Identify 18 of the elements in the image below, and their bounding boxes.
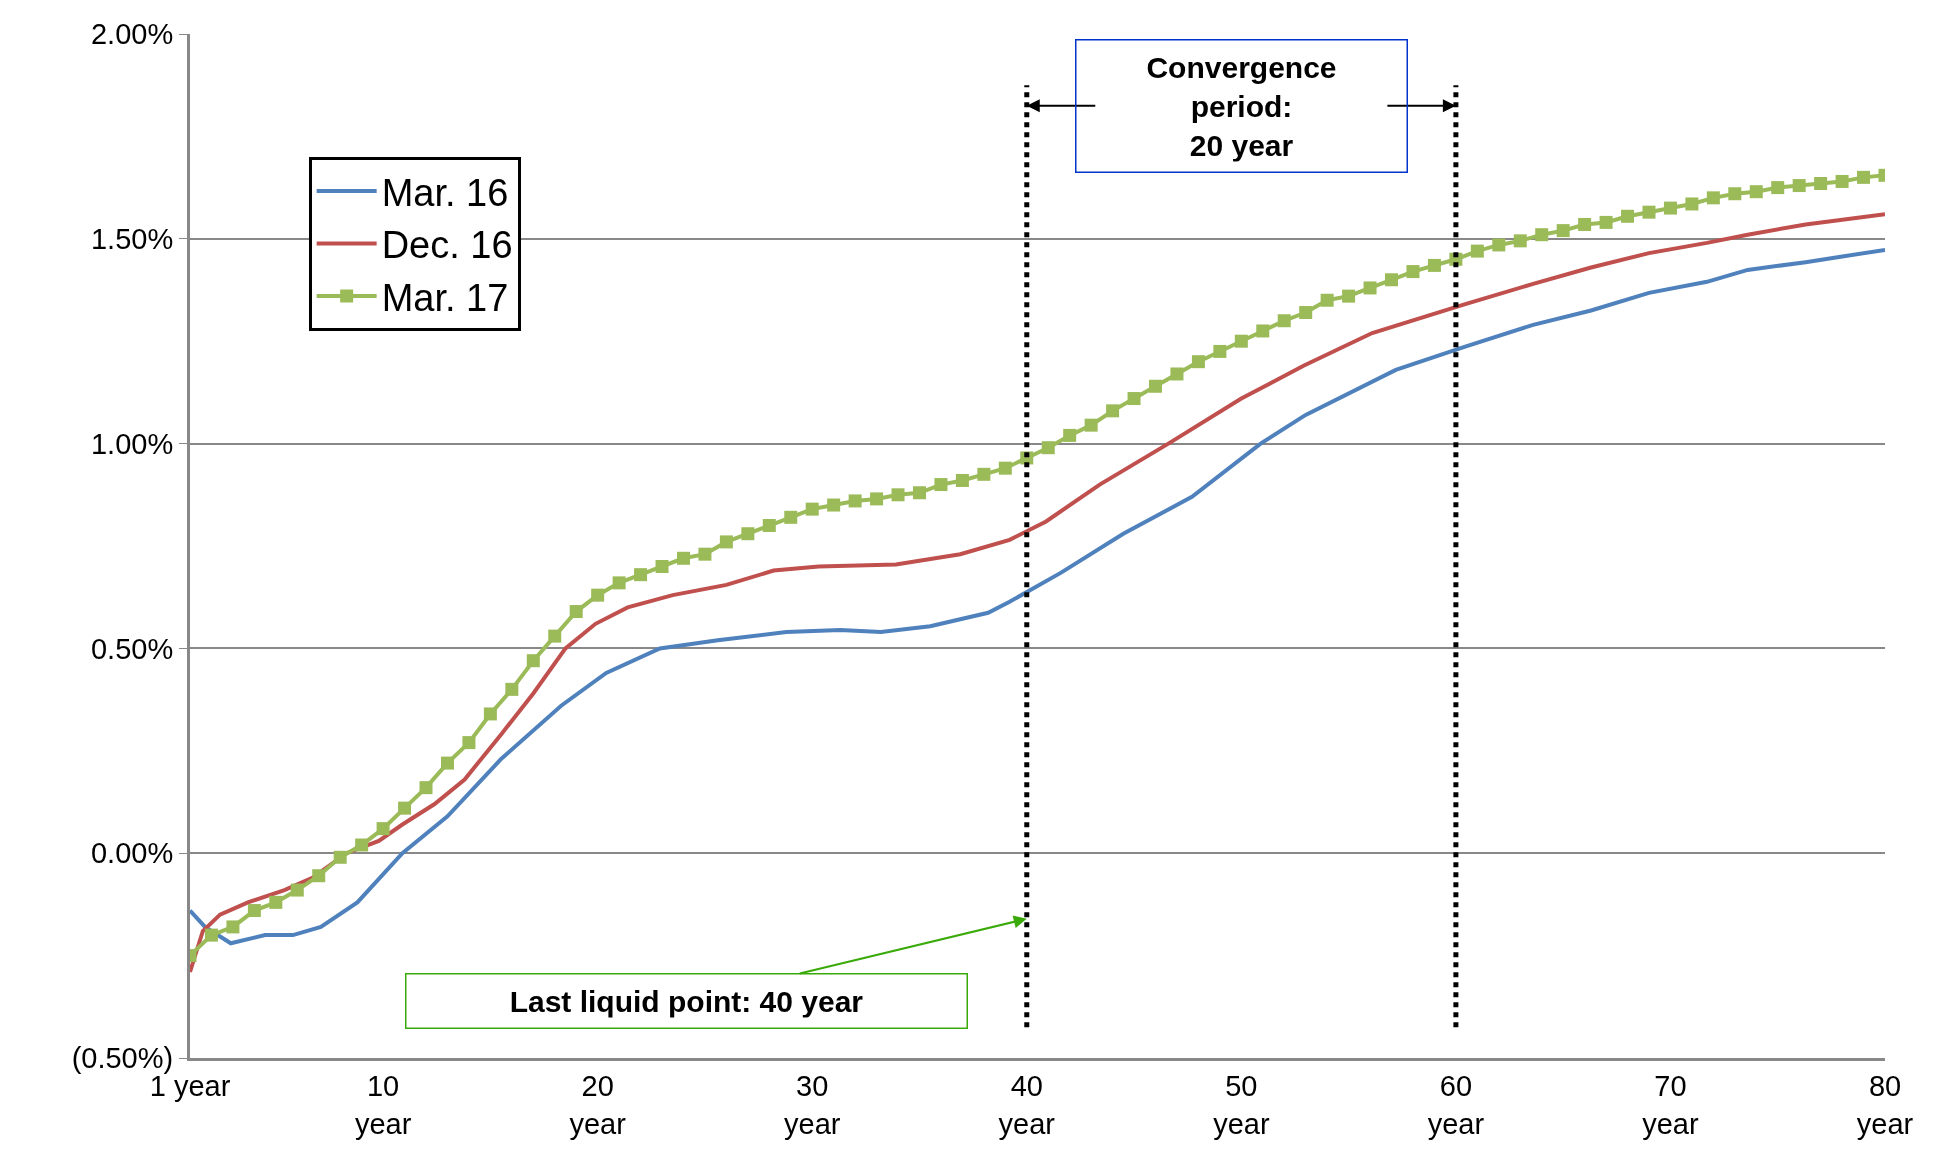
y-tick-label: 0.00% bbox=[90, 837, 174, 870]
y-tick-label: 0.50% bbox=[90, 632, 174, 665]
x-tick-label: 60 year bbox=[1427, 1069, 1485, 1140]
annotation: Last liquid point: 40 year bbox=[509, 984, 864, 1018]
x-tick-label: 20 year bbox=[569, 1069, 627, 1140]
y-tick-label: 2.00% bbox=[90, 18, 174, 51]
x-tick-label: 30 year bbox=[784, 1069, 841, 1140]
x-tick-label: 50 year bbox=[1213, 1069, 1270, 1140]
x-tick-label: 70 year bbox=[1642, 1069, 1699, 1140]
y-tick-label: 1.50% bbox=[90, 222, 174, 255]
x-tick-label: 40 year bbox=[998, 1069, 1056, 1140]
y-tick-label: 1.00% bbox=[90, 427, 174, 460]
x-tick-label: 10 year bbox=[354, 1069, 412, 1140]
annotation: Convergence period: 20 year bbox=[1146, 50, 1337, 162]
legend-label: Mar. 16 bbox=[381, 171, 509, 214]
legend-label: Dec. 16 bbox=[381, 224, 513, 267]
legend-label: Mar. 17 bbox=[381, 276, 509, 319]
x-tick-label: 80 year bbox=[1856, 1069, 1914, 1140]
